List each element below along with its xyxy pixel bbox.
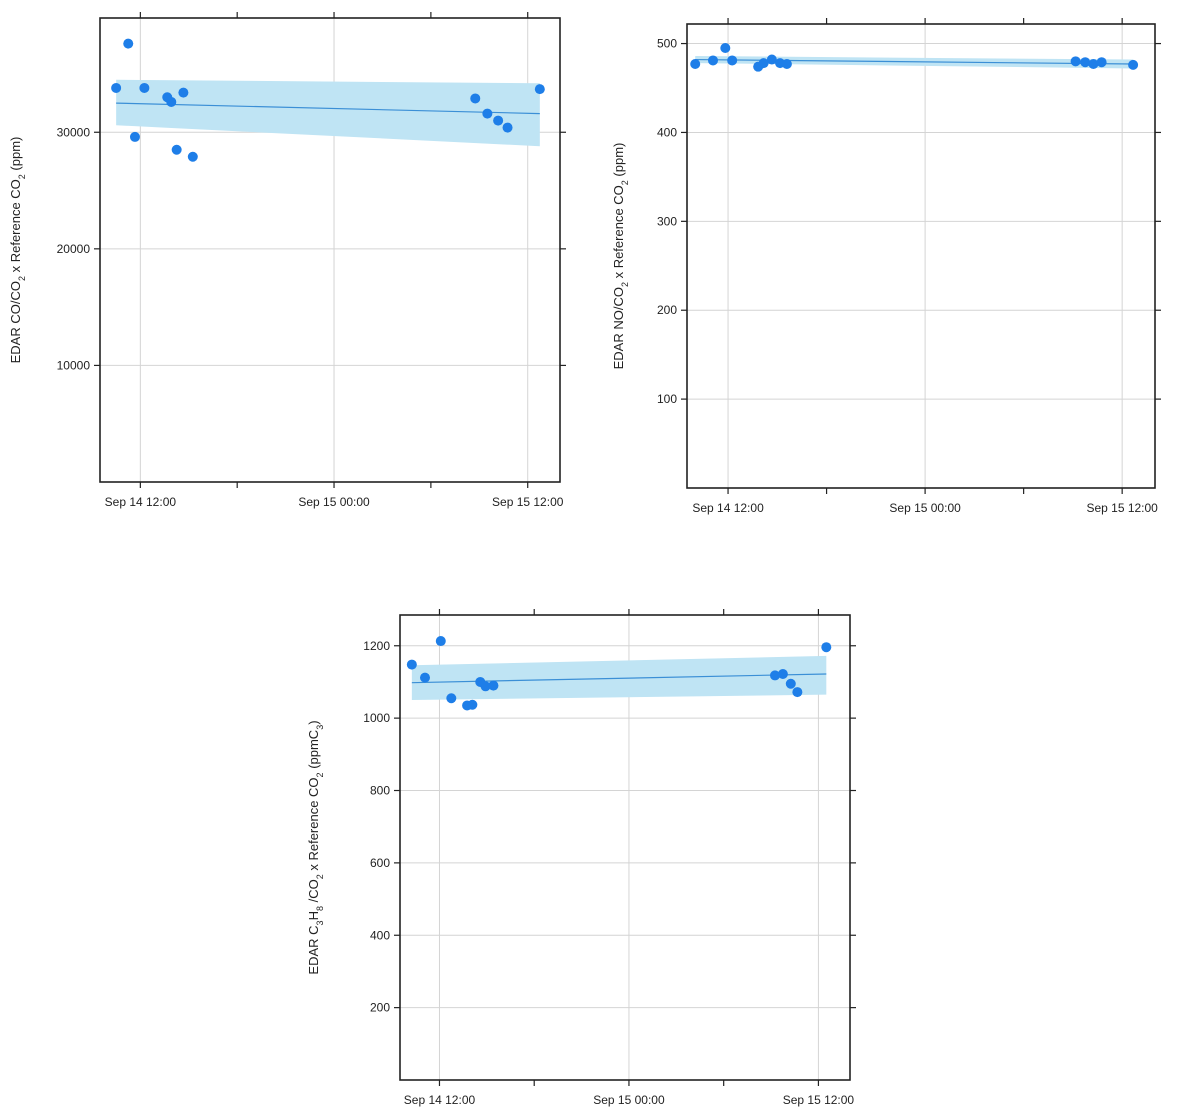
data-point-1 bbox=[406, 659, 417, 670]
x-tick-label-1: Sep 14 12:00 bbox=[692, 501, 764, 515]
data-point-3 bbox=[720, 43, 731, 53]
plot-frame bbox=[99, 17, 561, 483]
data-point-14 bbox=[821, 642, 832, 653]
y-tick-label-1: 10000 bbox=[57, 358, 91, 372]
y-tick-label-2: 400 bbox=[370, 928, 390, 942]
data-point-13 bbox=[1096, 57, 1107, 68]
data-point-2 bbox=[123, 38, 134, 49]
data-point-6 bbox=[758, 58, 769, 69]
chart-panel-1: Sep 14 12:00 Sep 15 00:00 Sep 15 12:00 1000… bbox=[8, 12, 566, 509]
data-point-13 bbox=[502, 122, 513, 133]
y-tick-label-1: 200 bbox=[370, 1001, 390, 1015]
y-tick-label-2: 200 bbox=[657, 303, 677, 317]
y-tick-label-6: 1200 bbox=[363, 639, 390, 653]
chart-panel-3: Sep 14 12:00 Sep 15 00:00 Sep 15 12:00 200 4… bbox=[306, 609, 856, 1107]
data-point-11 bbox=[482, 108, 493, 119]
data-point-6 bbox=[467, 699, 478, 710]
data-point-3 bbox=[129, 131, 140, 142]
y-tick-label-4: 400 bbox=[657, 125, 677, 139]
y-tick-label-4: 800 bbox=[370, 784, 390, 798]
data-point-9 bbox=[488, 680, 499, 691]
data-point-4 bbox=[727, 55, 738, 66]
data-point-9 bbox=[187, 151, 198, 162]
data-point-2 bbox=[420, 672, 430, 683]
data-point-1 bbox=[111, 82, 122, 93]
data-point-7 bbox=[171, 144, 182, 155]
data-point-10 bbox=[770, 670, 780, 681]
data-point-12 bbox=[1088, 59, 1099, 69]
data-point-12 bbox=[785, 678, 796, 689]
plot-frame bbox=[399, 614, 851, 1081]
y-tick-label-3: 30000 bbox=[57, 125, 91, 139]
x-tick-label-3: Sep 15 12:00 bbox=[492, 495, 564, 509]
y-axis-title: EDAR C3H8 /CO2 x Reference CO2 (ppmC3) bbox=[306, 720, 325, 974]
x-tick-label-2: Sep 15 00:00 bbox=[593, 1093, 665, 1107]
data-point-1 bbox=[690, 59, 701, 69]
data-point-10 bbox=[470, 93, 481, 104]
data-point-10 bbox=[1070, 56, 1081, 67]
x-tick-label-1: Sep 14 12:00 bbox=[105, 495, 177, 509]
y-axis-title: EDAR CO/CO2 x Reference CO2 (ppm) bbox=[8, 137, 27, 364]
data-point-2 bbox=[708, 55, 718, 66]
data-point-3 bbox=[435, 636, 446, 647]
x-tick-label-3: Sep 15 12:00 bbox=[783, 1093, 855, 1107]
data-point-4 bbox=[139, 82, 150, 93]
y-tick-label-3: 300 bbox=[657, 214, 677, 228]
data-point-12 bbox=[493, 115, 504, 126]
data-point-11 bbox=[777, 668, 788, 679]
data-point-13 bbox=[792, 687, 803, 698]
data-point-8 bbox=[480, 681, 491, 692]
x-tick-label-3: Sep 15 12:00 bbox=[1086, 501, 1158, 515]
data-point-4 bbox=[446, 693, 457, 704]
y-tick-label-2: 20000 bbox=[57, 242, 91, 256]
y-tick-label-5: 500 bbox=[657, 37, 677, 51]
data-point-11 bbox=[1080, 57, 1091, 68]
data-point-9 bbox=[781, 59, 792, 69]
y-axis-title: EDAR NO/CO2 x Reference CO2 (ppm) bbox=[611, 143, 630, 370]
data-point-7 bbox=[766, 54, 777, 65]
x-tick-label-2: Sep 15 00:00 bbox=[889, 501, 961, 515]
plot-frame bbox=[686, 23, 1156, 489]
data-point-14 bbox=[534, 84, 545, 95]
data-point-14 bbox=[1128, 59, 1139, 70]
fit-line bbox=[116, 102, 540, 115]
x-tick-label-2: Sep 15 00:00 bbox=[298, 495, 370, 509]
chart-panel-2: Sep 14 12:00 Sep 15 00:00 Sep 15 12:00 100 2… bbox=[611, 18, 1161, 515]
data-point-8 bbox=[178, 87, 189, 98]
x-tick-label-1: Sep 14 12:00 bbox=[404, 1093, 476, 1107]
y-tick-label-5: 1000 bbox=[363, 711, 390, 725]
y-tick-label-1: 100 bbox=[657, 392, 677, 406]
data-point-6 bbox=[166, 96, 177, 107]
confidence-band bbox=[116, 79, 540, 147]
y-tick-label-3: 600 bbox=[370, 856, 390, 870]
